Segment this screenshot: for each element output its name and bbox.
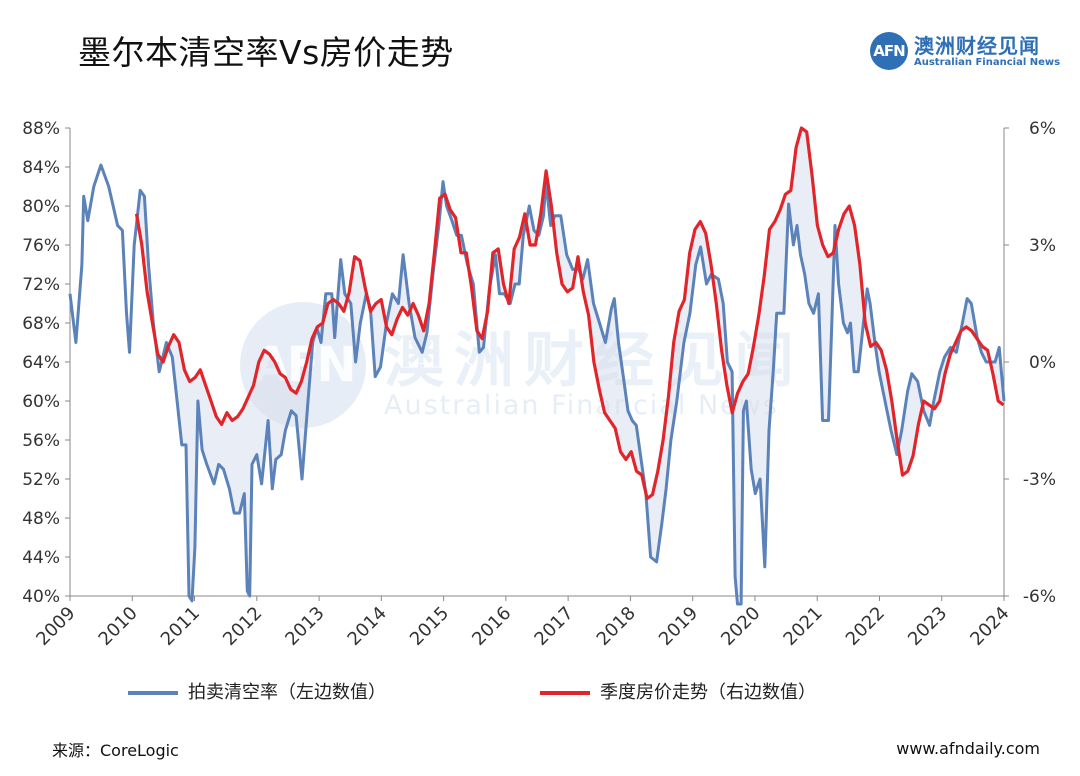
y-right-tick-label: 6% xyxy=(1029,119,1056,139)
y-left-tick-label: 44% xyxy=(22,548,60,568)
legend-item-price: 季度房价走势（右边数值） xyxy=(540,678,816,704)
x-tick-label: 2017 xyxy=(530,603,577,650)
y-right-tick-label: -3% xyxy=(1023,470,1056,490)
x-tick-label: 2010 xyxy=(95,603,142,650)
x-tick-label: 2019 xyxy=(655,603,702,650)
y-left-tick-label: 80% xyxy=(22,197,60,217)
y-left-tick-label: 56% xyxy=(22,431,60,451)
x-tick-label: 2021 xyxy=(779,603,826,650)
y-left-tick-label: 68% xyxy=(22,314,60,334)
brand-name-cn: 澳洲财经见闻 xyxy=(914,34,1040,58)
y-left-tick-label: 48% xyxy=(22,509,60,529)
chart-title: 墨尔本清空率Vs房价走势 xyxy=(78,33,454,72)
x-tick-label: 2020 xyxy=(717,603,764,650)
brand-name-en: Australian Financial News xyxy=(914,57,1061,68)
y-right-tick-label: 3% xyxy=(1029,236,1056,256)
afn-logo-icon: AFN xyxy=(870,32,908,70)
legend-item-clearance: 拍卖清空率（左边数值） xyxy=(128,678,386,704)
x-tick-label: 2015 xyxy=(406,603,453,650)
legend-swatch-clearance xyxy=(128,691,178,695)
y-left-tick-label: 64% xyxy=(22,353,60,373)
x-tick-label: 2016 xyxy=(468,603,515,650)
x-tick-label: 2023 xyxy=(904,603,951,650)
watermark-en: Australian Financial News xyxy=(384,390,779,421)
x-tick-label: 2011 xyxy=(157,603,204,650)
legend-label-clearance: 拍卖清空率（左边数值） xyxy=(188,682,386,703)
x-tick-label: 2014 xyxy=(344,603,391,650)
x-tick-label: 2012 xyxy=(219,603,266,650)
y-left-tick-label: 88% xyxy=(22,119,60,139)
y-left-tick-label: 52% xyxy=(22,470,60,490)
x-tick-label: 2022 xyxy=(842,603,889,650)
x-tick-label: 2009 xyxy=(32,603,79,650)
x-tick-label: 2018 xyxy=(593,603,640,650)
y-left-tick-label: 84% xyxy=(22,158,60,178)
x-tick-label: 2013 xyxy=(281,603,328,650)
series-gap-fill xyxy=(136,128,1003,596)
brand-logo: AFN 澳洲财经见闻 Australian Financial News xyxy=(870,30,1060,72)
x-tick-label: 2024 xyxy=(966,603,1013,650)
y-right-tick-label: -6% xyxy=(1023,587,1056,607)
website-url: www.afndaily.com xyxy=(896,739,1040,758)
series-line-price xyxy=(134,126,1005,501)
legend-label-price: 季度房价走势（右边数值） xyxy=(600,682,816,703)
gap-fill-layer xyxy=(136,128,1003,596)
y-right-tick-label: 0% xyxy=(1029,353,1056,373)
y-left-tick-label: 76% xyxy=(22,236,60,256)
y-left-tick-label: 72% xyxy=(22,275,60,295)
y-left-tick-label: 60% xyxy=(22,392,60,412)
series-layer xyxy=(68,126,1006,606)
axes-layer xyxy=(65,127,1009,601)
y-left-tick-label: 40% xyxy=(22,587,60,607)
source-note: 来源：CoreLogic xyxy=(52,741,179,760)
legend-swatch-price xyxy=(540,691,590,695)
